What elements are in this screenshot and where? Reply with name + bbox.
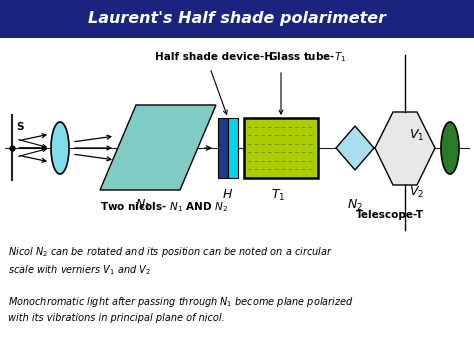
- Text: with its vibrations in principal plane of nicol.: with its vibrations in principal plane o…: [8, 313, 225, 323]
- Text: $N_2$: $N_2$: [347, 198, 363, 213]
- Ellipse shape: [441, 122, 459, 174]
- Text: T: T: [445, 140, 454, 153]
- Bar: [218, 118, 228, 178]
- Polygon shape: [375, 112, 435, 185]
- Bar: [228, 118, 238, 178]
- Text: Monochromatic light after passing through $N_1$ become plane polarized: Monochromatic light after passing throug…: [8, 295, 354, 310]
- Text: Glass tube-$T_1$: Glass tube-$T_1$: [268, 50, 346, 64]
- Text: Nicol $N_2$ can be rotated and its position can be noted on a circular: Nicol $N_2$ can be rotated and its posit…: [8, 245, 333, 259]
- Bar: [244, 118, 318, 178]
- Bar: [0, 0, 474, 38]
- Text: scale with verniers $V_1$ and $V_2$: scale with verniers $V_1$ and $V_2$: [8, 263, 151, 277]
- Text: Laurent's Half shade polarimeter: Laurent's Half shade polarimeter: [88, 11, 386, 27]
- Ellipse shape: [51, 122, 69, 174]
- Polygon shape: [100, 105, 216, 190]
- Text: $V_1$: $V_1$: [409, 128, 424, 143]
- Text: $H$: $H$: [222, 188, 234, 201]
- Text: S: S: [16, 122, 24, 132]
- Text: $V_2$: $V_2$: [409, 185, 424, 200]
- Text: Two nicols- $N_1$ AND $N_2$: Two nicols- $N_1$ AND $N_2$: [100, 200, 228, 214]
- Text: Telescope-T: Telescope-T: [356, 210, 424, 220]
- Text: $N_1$: $N_1$: [135, 198, 151, 213]
- Text: Half shade device-H: Half shade device-H: [155, 52, 273, 62]
- Polygon shape: [336, 126, 374, 170]
- Text: $T_1$: $T_1$: [271, 188, 285, 203]
